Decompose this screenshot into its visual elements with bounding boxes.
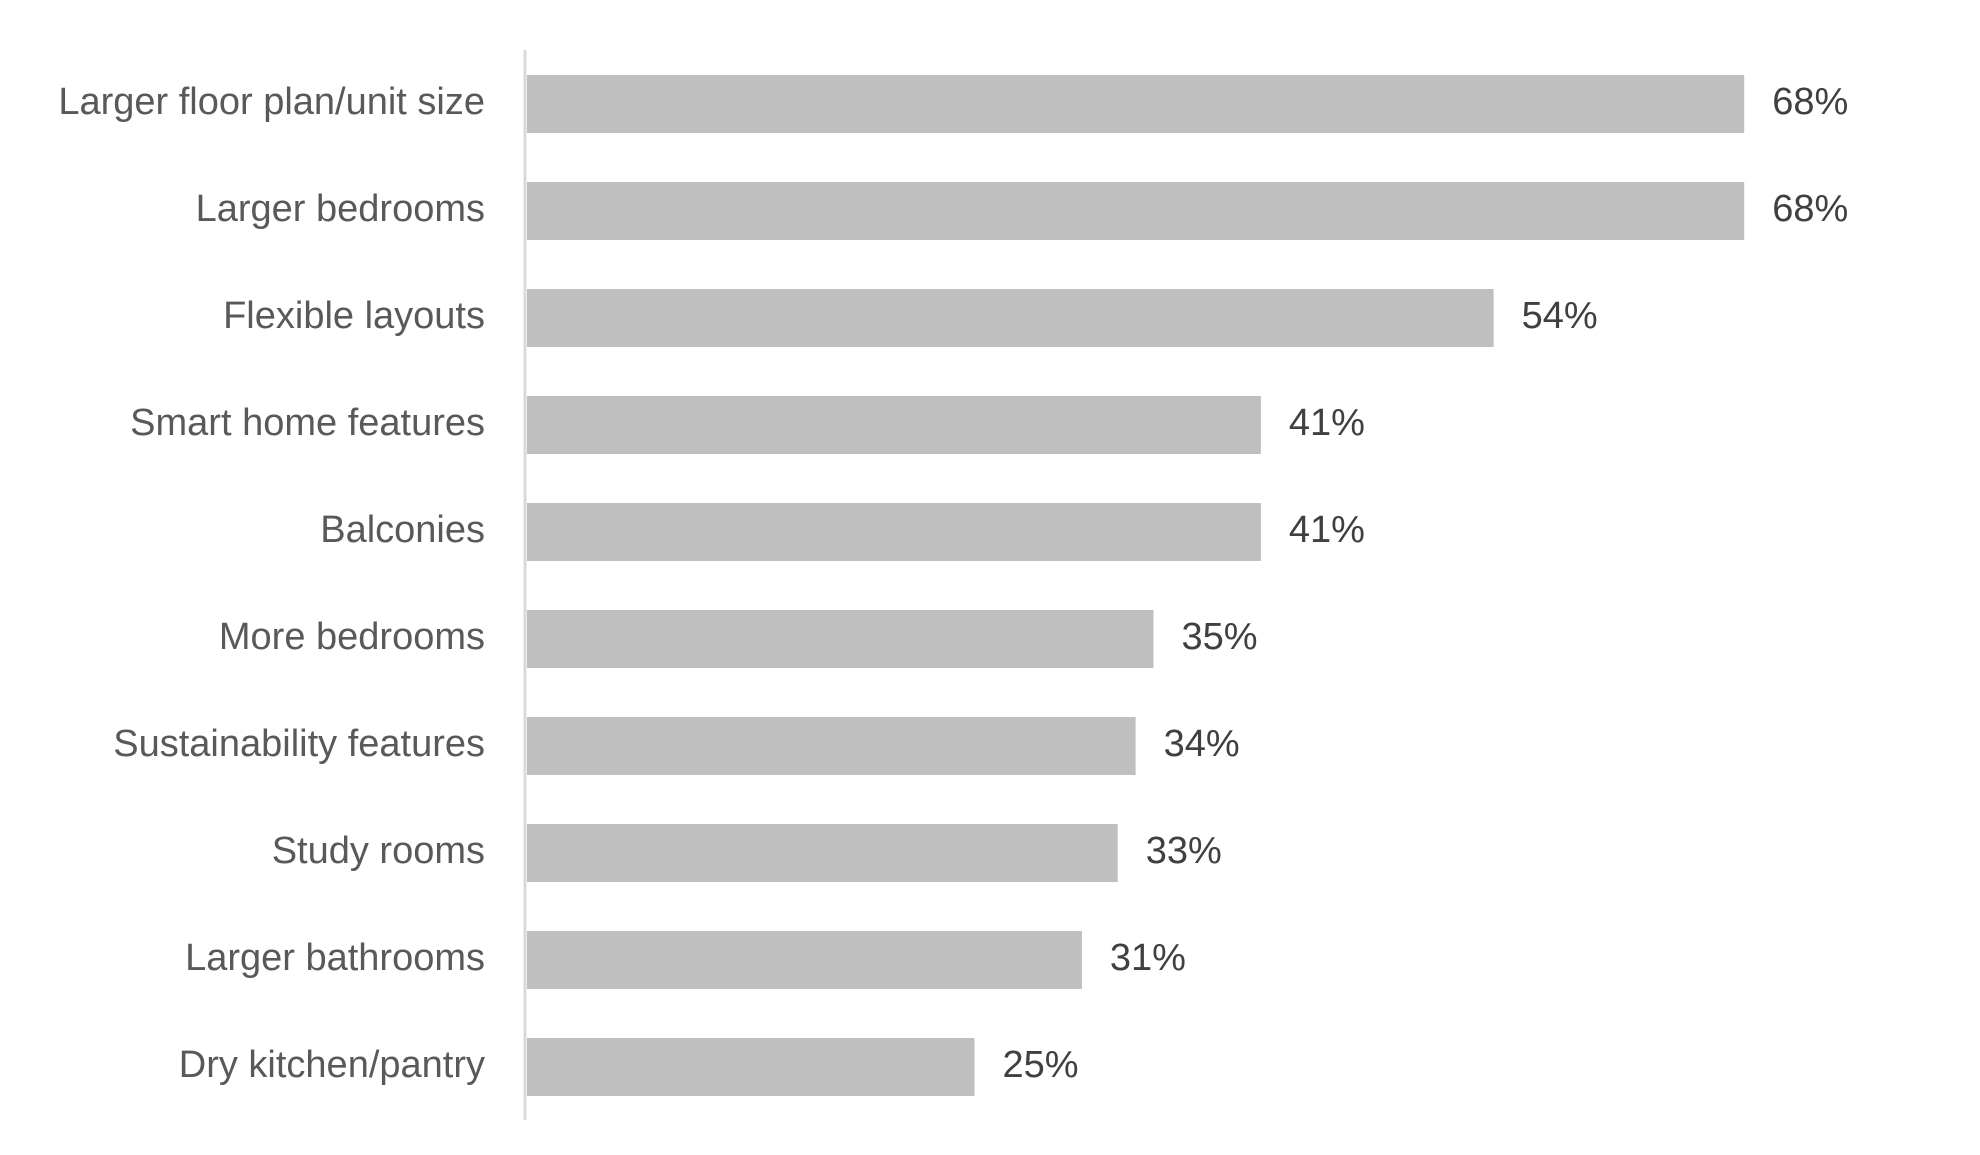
value-label-5: 35% [1182, 616, 1258, 658]
value-label-4: 41% [1289, 509, 1365, 551]
bar-7 [527, 824, 1118, 882]
bar-3 [527, 396, 1261, 454]
category-label-0: Larger floor plan/unit size [58, 81, 485, 123]
category-label-7: Study rooms [272, 830, 485, 872]
category-label-4: Balconies [320, 509, 485, 551]
value-labels-group: 68% 68% 54% 41% 41% 35% 34% 33% 31% 25% [1003, 81, 1849, 1086]
category-label-5: More bedrooms [219, 616, 485, 658]
value-label-2: 54% [1522, 295, 1598, 337]
bar-9 [527, 1038, 975, 1096]
bar-2 [527, 289, 1494, 347]
value-label-3: 41% [1289, 402, 1365, 444]
category-label-6: Sustainability features [113, 723, 485, 765]
bar-1 [527, 182, 1745, 240]
category-label-2: Flexible layouts [223, 295, 485, 337]
bar-0 [527, 75, 1745, 133]
value-label-9: 25% [1003, 1044, 1079, 1086]
category-label-1: Larger bedrooms [196, 188, 485, 230]
value-label-6: 34% [1164, 723, 1240, 765]
value-label-1: 68% [1772, 188, 1848, 230]
category-labels-group: Larger floor plan/unit size Larger bedroo… [58, 81, 485, 1086]
bar-6 [527, 717, 1136, 775]
value-label-7: 33% [1146, 830, 1222, 872]
category-label-9: Dry kitchen/pantry [179, 1044, 485, 1086]
value-label-0: 68% [1772, 81, 1848, 123]
bar-5 [527, 610, 1154, 668]
value-label-8: 31% [1110, 937, 1186, 979]
bar-8 [527, 931, 1082, 989]
category-label-8: Larger bathrooms [185, 937, 485, 979]
bars-group [527, 75, 1745, 1096]
bar-4 [527, 503, 1261, 561]
category-label-3: Smart home features [130, 402, 485, 444]
